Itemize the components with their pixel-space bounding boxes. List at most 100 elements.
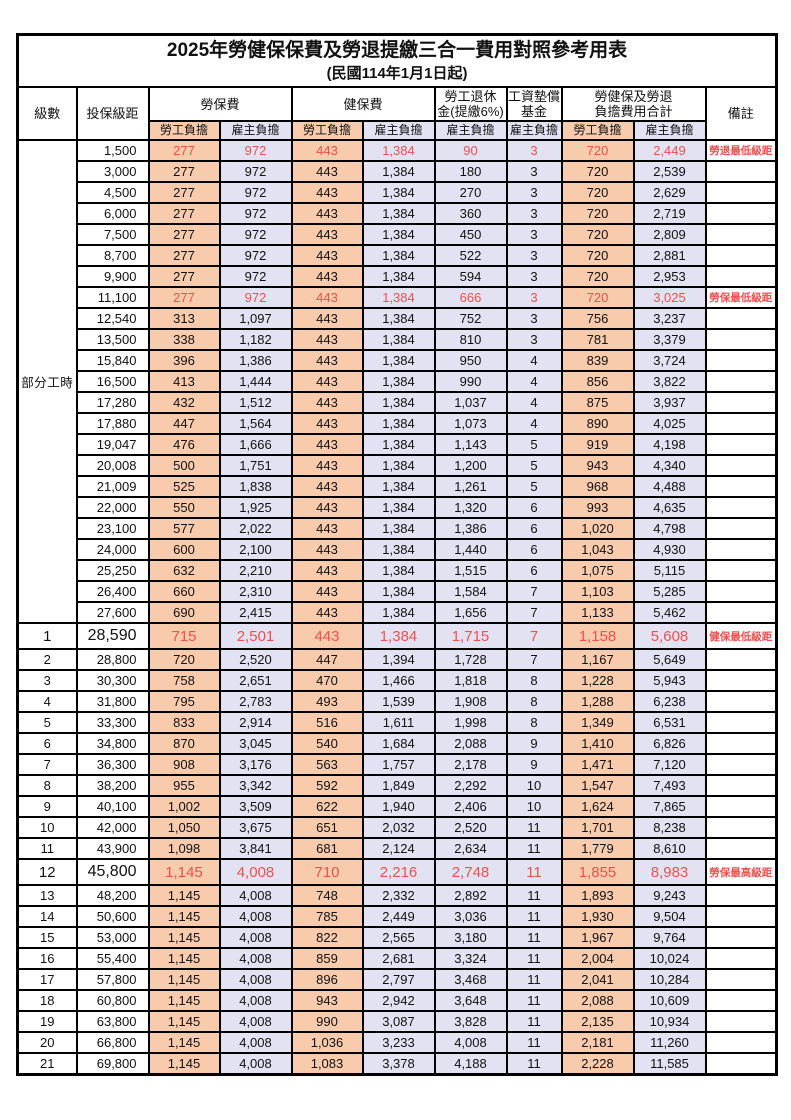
value-cell: 1,967 <box>560 926 635 949</box>
value-cell: 968 <box>560 475 635 498</box>
value-cell: 1,002 <box>147 795 221 818</box>
table-row: 10 42,000 1,050 3,675 651 2,032 2,520 11 1,701 8,… <box>16 816 778 839</box>
value-cell: 1,384 <box>361 349 436 372</box>
bracket-cell: 42,000 <box>75 816 150 839</box>
table-row: 15 53,000 1,145 4,008 822 2,565 3,180 11 1,967 9,… <box>16 926 778 949</box>
value-cell: 1,893 <box>560 884 635 907</box>
bracket-cell: 11,100 <box>75 286 150 309</box>
value-cell: 720 <box>560 202 635 225</box>
value-cell: 2,797 <box>361 968 436 991</box>
value-cell: 11 <box>505 968 563 991</box>
value-cell: 972 <box>218 286 293 309</box>
value-cell: 785 <box>290 905 364 928</box>
subheader-health-employee: 勞工負擔 <box>290 120 364 141</box>
value-cell: 1,167 <box>560 648 635 671</box>
page-title: 2025年勞健保保費及勞退提繳三合一費用對照參考用表 <box>166 40 628 61</box>
value-cell: 5,285 <box>632 580 707 603</box>
value-cell: 1,182 <box>218 328 293 351</box>
value-cell: 2,501 <box>218 622 293 650</box>
value-cell: 1,384 <box>361 202 436 225</box>
remark-cell <box>704 816 778 839</box>
value-cell: 594 <box>433 265 508 288</box>
level-cell: 19 <box>16 1010 78 1033</box>
value-cell: 1,384 <box>361 475 436 498</box>
value-cell: 10,934 <box>632 1010 707 1033</box>
remark-cell <box>704 475 778 498</box>
table-row: 15,840 396 1,386 443 1,384 950 4 839 3,724 <box>18 349 778 372</box>
bracket-cell: 53,000 <box>75 926 150 949</box>
value-cell: 3,509 <box>218 795 293 818</box>
table-row: 3 30,300 758 2,651 470 1,466 1,818 8 1,228 5,943 <box>16 669 778 692</box>
value-cell: 1,145 <box>147 926 221 949</box>
remark-cell <box>704 391 778 414</box>
table-row: 3,000 277 972 443 1,384 180 3 720 2,539 <box>18 160 778 183</box>
value-cell: 5,115 <box>632 559 707 582</box>
remark-cell <box>704 202 778 225</box>
value-cell: 2,942 <box>361 989 436 1012</box>
value-cell: 1,143 <box>433 433 508 456</box>
value-cell: 943 <box>290 989 364 1012</box>
bracket-cell: 16,500 <box>75 370 150 393</box>
value-cell: 277 <box>147 160 221 183</box>
value-cell: 4 <box>505 391 563 414</box>
table-row: 1 28,590 715 2,501 443 1,384 1,715 7 1,158 5,608 健… <box>16 622 778 650</box>
value-cell: 525 <box>147 475 221 498</box>
remark-cell: 勞保最低級距 <box>704 286 778 309</box>
header-total-line2: 負擔費用合計 <box>594 104 673 119</box>
value-cell: 2,406 <box>433 795 508 818</box>
value-cell: 3,841 <box>218 837 293 860</box>
table-row: 14 50,600 1,145 4,008 785 2,449 3,036 11 1,930 9,… <box>16 905 778 928</box>
value-cell: 540 <box>290 732 364 755</box>
remark-cell <box>704 370 778 393</box>
table-row: 9,900 277 972 443 1,384 594 3 720 2,953 <box>18 265 778 288</box>
level-cell: 8 <box>16 774 78 797</box>
subheader-wage-fund-employer: 雇主負擔 <box>505 120 563 141</box>
value-cell: 1,384 <box>361 391 436 414</box>
value-cell: 2,881 <box>632 244 707 267</box>
value-cell: 2,914 <box>218 711 293 734</box>
value-cell: 10 <box>505 774 563 797</box>
value-cell: 4,008 <box>218 858 293 886</box>
value-cell: 2,181 <box>560 1031 635 1054</box>
value-cell: 1,384 <box>361 559 436 582</box>
value-cell: 1,855 <box>560 858 635 886</box>
remark-cell <box>704 538 778 561</box>
value-cell: 690 <box>147 601 221 624</box>
value-cell: 1,103 <box>560 580 635 603</box>
table-row: 19 63,800 1,145 4,008 990 3,087 3,828 11 2,135 10… <box>16 1010 778 1033</box>
value-cell: 180 <box>433 160 508 183</box>
value-cell: 443 <box>290 412 364 435</box>
title-row: 2025年勞健保保費及勞退提繳三合一費用對照參考用表 (民國114年1月1日起) <box>16 33 778 88</box>
bracket-cell: 33,300 <box>75 711 150 734</box>
bracket-cell: 66,800 <box>75 1031 150 1054</box>
value-cell: 6 <box>505 496 563 519</box>
value-cell: 2,449 <box>632 139 707 162</box>
value-cell: 1,940 <box>361 795 436 818</box>
table-row: 6,000 277 972 443 1,384 360 3 720 2,719 <box>18 202 778 225</box>
table-row: 18 60,800 1,145 4,008 943 2,942 3,648 11 2,088 10… <box>16 989 778 1012</box>
value-cell: 908 <box>147 753 221 776</box>
value-cell: 859 <box>290 947 364 970</box>
value-cell: 1,050 <box>147 816 221 839</box>
value-cell: 8 <box>505 711 563 734</box>
remark-cell <box>704 1031 778 1054</box>
header-wage-fund-line2: 基金 <box>520 104 547 119</box>
value-cell: 5,649 <box>632 648 707 671</box>
value-cell: 1,384 <box>361 244 436 267</box>
value-cell: 4,340 <box>632 454 707 477</box>
value-cell: 3,036 <box>433 905 508 928</box>
value-cell: 2,520 <box>433 816 508 839</box>
value-cell: 856 <box>560 370 635 393</box>
value-cell: 1,751 <box>218 454 293 477</box>
value-cell: 875 <box>560 391 635 414</box>
bracket-cell: 63,800 <box>75 1010 150 1033</box>
bracket-cell: 22,000 <box>75 496 150 519</box>
table-row: 19,047 476 1,666 443 1,384 1,143 5 919 4,198 <box>18 433 778 456</box>
value-cell: 8,238 <box>632 816 707 839</box>
value-cell: 476 <box>147 433 221 456</box>
header-wage-fund-line1: 工資墊償 <box>507 89 560 104</box>
value-cell: 5,943 <box>632 669 707 692</box>
value-cell: 443 <box>290 328 364 351</box>
header-wage-fund: 工資墊償 基金 <box>505 86 563 122</box>
value-cell: 4,798 <box>632 517 707 540</box>
